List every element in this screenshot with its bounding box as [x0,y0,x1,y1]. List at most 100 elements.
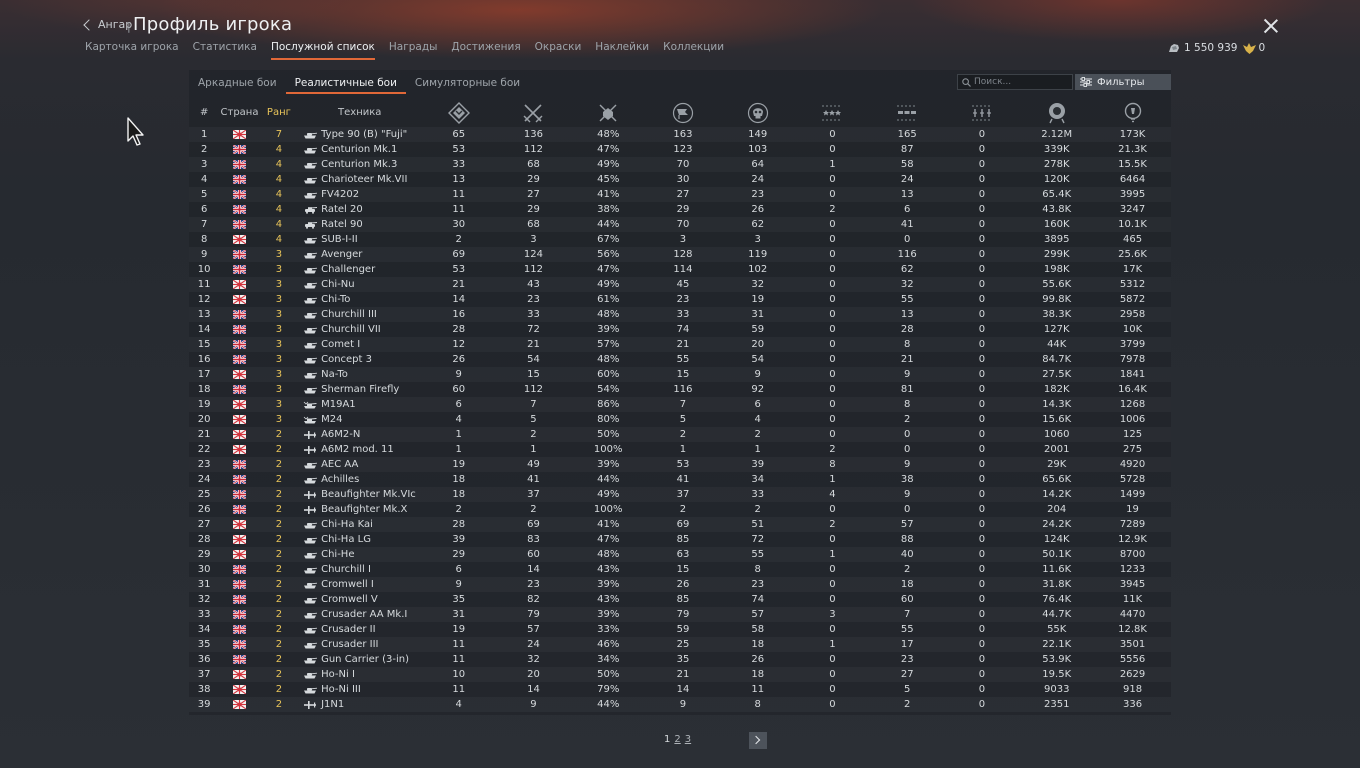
col-air-kills-header[interactable] [795,98,870,127]
table-row[interactable]: 25 2 Beaufighter Mk.VIc 18 37 49% 37 33 4 9 0 14.2K… [189,487,1171,502]
table-row[interactable]: 29 2 Chi-He 29 60 48% 63 55 1 40 0 50.1K 8700 [189,547,1171,562]
vehicle-cell[interactable]: Chi-To [298,292,421,307]
vehicle-cell[interactable]: Achilles [298,472,421,487]
vehicle-cell[interactable]: Churchill VII [298,322,421,337]
table-row[interactable]: 4 4 Charioteer Mk.VII 13 29 45% 30 24 0 24 0 120K 64… [189,172,1171,187]
col-respawns-header[interactable] [720,98,795,127]
table-row[interactable]: 27 2 Chi-Ha Kai 28 69 41% 69 51 2 57 0 24.2K 7289 [189,517,1171,532]
table-row[interactable]: 33 2 Crusader AA Mk.I 31 79 39% 79 57 3 7 0 44.7K 44… [189,607,1171,622]
table-row[interactable]: 11 3 Chi-Nu 21 43 49% 45 32 0 32 0 55.6K 5312 [189,277,1171,292]
table-row[interactable]: 9 3 Avenger 69 124 56% 128 119 0 116 0 299K 25.6K [189,247,1171,262]
table-row[interactable]: 28 2 Chi-Ha LG 39 83 47% 85 72 0 88 0 124K 12.9K [189,532,1171,547]
vehicle-cell[interactable]: Charioteer Mk.VII [298,172,421,187]
table-row[interactable]: 39 2 J1N1 4 9 44% 9 8 0 2 0 2351 336 [189,697,1171,712]
table-row[interactable]: 19 3 M19A1 6 7 86% 7 6 0 8 0 14.3K 1268 [189,397,1171,412]
col-research-header[interactable] [1094,98,1171,127]
table-row[interactable]: 24 2 Achilles 18 41 44% 41 34 1 38 0 65.6K 5728 [189,472,1171,487]
vehicle-cell[interactable]: J1N1 [298,697,421,712]
vehicle-cell[interactable]: SUB-I-II [298,232,421,247]
search-box[interactable] [957,74,1073,90]
table-row[interactable]: 1 7 Type 90 (B) "Fuji" 65 136 48% 163 149 0 165 0 2… [189,127,1171,142]
vehicle-cell[interactable]: Ratel 90 [298,217,421,232]
table-row[interactable]: 12 3 Chi-To 14 23 61% 23 19 0 55 0 99.8K 5872 [189,292,1171,307]
vehicle-cell[interactable]: Centurion Mk.3 [298,157,421,172]
table-row[interactable]: 14 3 Churchill VII 28 72 39% 74 59 0 28 0 127K 10K [189,322,1171,337]
page-1[interactable]: 1 [664,734,671,745]
tab-5[interactable]: Окраски [534,41,582,53]
table-row[interactable]: 21 2 A6M2-N 1 2 50% 2 2 0 0 0 1060 125 [189,427,1171,442]
filters-button[interactable]: Фильтры [1075,74,1171,90]
vehicle-cell[interactable]: Beaufighter Mk.VIc [298,487,421,502]
table-row[interactable]: 3 4 Centurion Mk.3 33 68 49% 70 64 1 58 0 278K 15.5K [189,157,1171,172]
vehicle-cell[interactable]: Centurion Mk.1 [298,142,421,157]
vehicle-cell[interactable]: Cromwell V [298,592,421,607]
vehicle-cell[interactable]: Avenger [298,247,421,262]
vehicle-cell[interactable]: Cromwell I [298,577,421,592]
table-row[interactable]: 10 3 Challenger 53 112 47% 114 102 0 62 0 198K 17K [189,262,1171,277]
battle-mode-tab-2[interactable]: Симуляторные бои [414,77,521,89]
vehicle-cell[interactable]: Chi-Ha Kai [298,517,421,532]
table-row[interactable]: 35 2 Crusader III 11 24 46% 25 18 1 17 0 22.1K 3501 [189,637,1171,652]
table-row[interactable]: 8 4 SUB-I-II 2 3 67% 3 3 0 0 0 3895 465 [189,232,1171,247]
tab-6[interactable]: Наклейки [595,41,650,53]
table-row[interactable]: 26 2 Beaufighter Mk.X 2 2 100% 2 2 0 0 0 204 19 [189,502,1171,517]
vehicle-cell[interactable]: Comet I [298,337,421,352]
col-ground-targets-header[interactable] [870,98,945,127]
table-row[interactable]: 6 4 Ratel 20 11 29 38% 29 26 2 6 0 43.8K 3247 [189,202,1171,217]
vehicle-cell[interactable]: Sherman Firefly [298,382,421,397]
vehicle-cell[interactable]: Chi-He [298,547,421,562]
next-page-button[interactable] [749,732,767,749]
vehicle-cell[interactable]: Chi-Nu [298,277,421,292]
table-row[interactable]: 23 2 AEC AA 19 49 39% 53 39 8 9 0 29K 4920 [189,457,1171,472]
col-vehicle-header[interactable]: Техника [338,107,382,118]
col-num-header[interactable]: # [199,107,209,118]
tab-2[interactable]: Послужной список [270,41,375,60]
search-input[interactable] [971,77,1070,87]
table-row[interactable]: 20 3 M24 4 5 80% 5 4 0 2 0 15.6K 1006 [189,412,1171,427]
table-row[interactable]: 37 2 Ho-Ni I 10 20 50% 21 18 0 27 0 19.5K 2629 [189,667,1171,682]
vehicle-cell[interactable]: FV4202 [298,187,421,202]
vehicle-cell[interactable]: Chi-Ha LG [298,532,421,547]
vehicle-cell[interactable]: Crusader II [298,622,421,637]
table-row[interactable]: 22 2 A6M2 mod. 11 1 1 100% 1 1 2 0 0 2001 275 [189,442,1171,457]
vehicle-cell[interactable]: Challenger [298,262,421,277]
table-row[interactable]: 38 2 Ho-Ni III 11 14 79% 14 11 0 5 0 9033 918 [189,682,1171,697]
col-rank-header[interactable]: Ранг [266,107,291,118]
col-country-header[interactable]: Страна [220,107,259,118]
table-row[interactable]: 36 2 Gun Carrier (3-in) 11 32 34% 35 26 0 23 0 53.9… [189,652,1171,667]
table-row[interactable]: 7 4 Ratel 90 30 68 44% 70 62 0 41 0 160K 10.1K [189,217,1171,232]
vehicle-cell[interactable]: Ho-Ni III [298,682,421,697]
table-row[interactable]: 13 3 Churchill III 16 33 48% 33 31 0 13 0 38.3K 2958 [189,307,1171,322]
vehicle-cell[interactable]: Na-To [298,367,421,382]
vehicle-cell[interactable]: Ratel 20 [298,202,421,217]
vehicle-cell[interactable]: A6M2-N [298,427,421,442]
table-row[interactable]: 17 3 Na-To 9 15 60% 15 9 0 9 0 27.5K 1841 [189,367,1171,382]
table-row[interactable]: 32 2 Cromwell V 35 82 43% 85 74 0 60 0 76.4K 11K [189,592,1171,607]
vehicle-cell[interactable]: Churchill III [298,307,421,322]
vehicle-cell[interactable]: Ho-Ni I [298,667,421,682]
vehicle-cell[interactable]: M24 [298,412,421,427]
vehicle-cell[interactable]: Beaufighter Mk.X [298,502,421,517]
battle-mode-tab-0[interactable]: Аркадные бои [198,77,277,89]
table-row[interactable]: 30 2 Churchill I 6 14 43% 15 8 0 2 0 11.6K 1233 [189,562,1171,577]
vehicle-cell[interactable]: M19A1 [298,397,421,412]
battle-mode-tab-1[interactable]: Реалистичные бои [285,73,406,94]
col-naval-header[interactable] [945,98,1020,127]
table-row[interactable]: 31 2 Cromwell I 9 23 39% 26 23 0 18 0 31.8K 3945 [189,577,1171,592]
vehicle-cell[interactable]: Type 90 (B) "Fuji" [298,127,421,142]
table-row[interactable]: 5 4 FV4202 11 27 41% 27 23 0 13 0 65.4K 3995 [189,187,1171,202]
vehicle-cell[interactable]: Crusader III [298,637,421,652]
vehicle-cell[interactable]: AEC AA [298,457,421,472]
tab-3[interactable]: Награды [388,41,438,53]
vehicle-cell[interactable]: Churchill I [298,562,421,577]
back-button[interactable]: Ангар [83,18,132,31]
page-3[interactable]: 3 [684,734,692,745]
tab-1[interactable]: Статистика [192,41,257,53]
tab-7[interactable]: Коллекции [663,41,725,53]
vehicle-cell[interactable]: Concept 3 [298,352,421,367]
vehicle-cell[interactable]: Crusader AA Mk.I [298,607,421,622]
tab-4[interactable]: Достижения [451,41,521,53]
table-row[interactable]: 34 2 Crusader II 19 57 33% 59 58 0 55 0 55K 12.8K [189,622,1171,637]
col-win-rate-header[interactable] [571,98,646,127]
vehicle-cell[interactable]: A6M2 mod. 11 [298,442,421,457]
